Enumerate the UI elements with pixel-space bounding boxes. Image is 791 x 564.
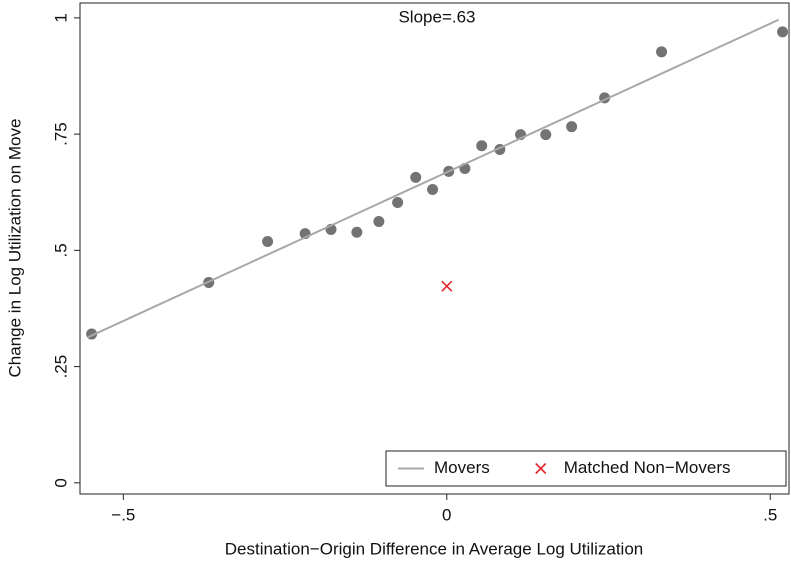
y-axis-label: Change in Log Utilization on Move [5,119,24,378]
fit-line [87,18,780,339]
point [262,236,274,248]
legend-swatch [535,462,547,475]
x-tick-label: −.5 [111,505,135,524]
point [540,129,552,141]
point [373,216,385,228]
y-tick-label: 1 [51,13,70,22]
point [392,196,404,208]
plot-frame [79,2,790,495]
point [566,121,578,133]
x-axis-label: Destination−Origin Difference in Average… [225,539,643,558]
legend-label: Movers [434,458,490,477]
y-tick-label: 0 [51,478,70,487]
legend-label: Matched Non−Movers [564,458,731,477]
point [351,226,363,238]
annotation: Slope=.63 [398,7,475,26]
point [777,26,789,38]
legend-box [385,450,787,487]
point [476,140,488,152]
x-tick-label: .5 [763,505,777,524]
x-marker [441,280,453,292]
point [656,46,668,58]
y-tick-label: .25 [51,355,70,379]
point [427,183,439,195]
point [410,171,422,183]
x-tick-label: 0 [442,505,451,524]
y-tick-label: .5 [51,243,70,257]
y-tick-label: .75 [51,122,70,146]
